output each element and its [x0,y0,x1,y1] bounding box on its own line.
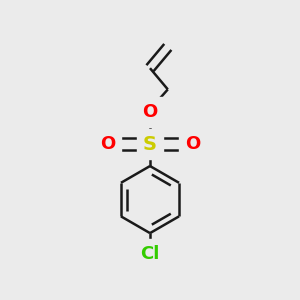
Text: O: O [142,103,158,121]
Text: O: O [185,135,200,153]
Text: Cl: Cl [140,244,160,262]
Text: S: S [143,135,157,154]
Text: O: O [100,135,115,153]
